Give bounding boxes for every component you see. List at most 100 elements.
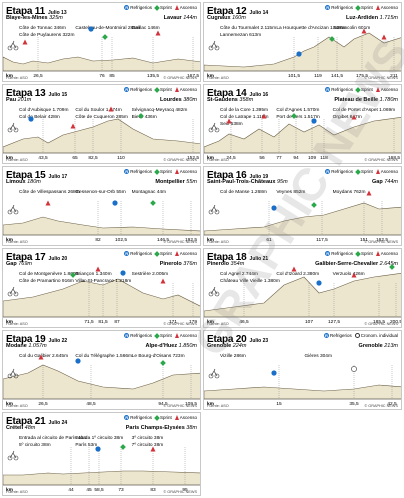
stage-panel: Etapa 18 Julio 21 R Refrigerios Sprint Ascens… <box>203 248 402 328</box>
km-label: 76 <box>99 73 105 79</box>
start-altitude: 769m <box>18 261 32 267</box>
legend-item: Cronom. individual <box>354 333 398 338</box>
legend-label: Refrigerios <box>331 251 353 256</box>
stage-header: Etapa 21 Julio 24 <box>6 414 67 429</box>
km-label: 152,5 <box>187 155 199 161</box>
source-note: Fuente: ASO <box>6 404 28 408</box>
climb-marker-icon <box>155 30 161 36</box>
legend-label: Refrigerios <box>130 169 152 174</box>
stage-title: Etapa 11 <box>6 6 45 17</box>
credit-note: © GRAPHIC NEWS <box>364 240 398 244</box>
profile-area <box>204 116 401 154</box>
climb-icon <box>174 333 179 338</box>
refreshment-marker-icon <box>316 280 322 286</box>
finish-town: Galibier-Serre-Chevalier 2.645m <box>315 261 398 267</box>
stage-title: Etapa 17 <box>6 252 46 263</box>
legend-label: Ascenso <box>179 333 197 338</box>
time-trial-icon <box>354 333 360 338</box>
profile-area <box>204 384 401 400</box>
km-axis-label: km <box>6 401 13 407</box>
climb-marker-icon <box>226 118 232 124</box>
stage-date: Julio 23 <box>249 338 269 344</box>
km-label: 102,5 <box>115 237 127 243</box>
point-label: Orgibet 647m <box>333 114 362 120</box>
finish-name: Galibier-Serre-Chevalier <box>315 261 379 267</box>
km-label: 192,5 <box>185 237 197 243</box>
finish-name: Grenoble <box>358 343 383 349</box>
point-label: Château Ville Vieille 1.380m <box>220 278 280 284</box>
legend-item: Sprint <box>154 414 172 421</box>
stage-title: Etapa 16 <box>207 170 247 181</box>
elevation-profile: km 46,5 107 127,5 185,5 200,5 Col Agnel 2.744m… <box>204 264 401 325</box>
legend: R Refrigerios Sprint Ascenso <box>325 168 398 175</box>
elevation-profile: km 15 35,5 42,5 Vizille 286m Gières 304m <box>204 353 401 407</box>
start-name: Cugnaux <box>207 15 231 21</box>
km-label: 211 <box>390 73 398 79</box>
km-label: 168,5 <box>388 155 400 161</box>
climb-icon <box>174 251 179 256</box>
start-altitude: 48m <box>24 425 36 431</box>
point-label: Villar-St-Pancrace 1.218m <box>75 278 131 284</box>
climb-marker-icon <box>381 34 387 40</box>
legend-label: Sprint <box>159 415 172 420</box>
point-label: Côte de Pramartino 916m <box>19 278 74 284</box>
finish-altitude: 744m <box>384 179 398 185</box>
legend-label: Sprint <box>360 169 373 174</box>
cyclist-icon <box>208 122 220 133</box>
legend-item: Sprint <box>355 4 373 11</box>
finish-town: Paris Champs-Elysées 38m <box>126 425 197 431</box>
sprint-marker-icon <box>120 444 126 450</box>
profile-area <box>3 278 200 318</box>
profile-area <box>204 32 401 72</box>
legend-item: Ascenso <box>174 251 197 256</box>
stage-title: Etapa 20 <box>207 334 247 345</box>
stage-date: Julio 22 <box>48 338 68 344</box>
cyclist-icon <box>7 204 19 215</box>
refreshment-icon: R <box>124 169 130 174</box>
stage-panel: Etapa 13 Julio 15 R Refrigerios Sprint Ascens… <box>2 84 201 164</box>
legend: R Refrigerios Sprint Ascenso <box>124 168 197 175</box>
finish-name: Alpe-d'Huez <box>145 343 178 349</box>
start-name: Limoux <box>6 179 26 185</box>
km-label: 56 <box>259 155 265 161</box>
legend: R Refrigerios Sprint Ascenso <box>124 332 197 339</box>
legend-item: Sprint <box>154 250 172 257</box>
stage-title: Etapa 18 <box>207 252 247 263</box>
climb-marker-icon <box>70 123 76 129</box>
point-label: Le Bourg-d'Oisans 723m <box>132 353 185 359</box>
refreshment-marker-icon <box>28 116 34 122</box>
start-altitude: 95m <box>277 179 288 185</box>
km-label: 118 <box>320 155 328 161</box>
stage-header: Etapa 15 Julio 17 <box>6 168 67 183</box>
start-altitude: 180m <box>27 179 41 185</box>
finish-town: Pinerolo 376m <box>160 261 197 267</box>
km-label: 35,5 <box>349 401 359 407</box>
km-label: 85 <box>109 73 115 79</box>
source-note: Fuente: ASO <box>6 240 28 244</box>
start-town: Limoux 180m <box>6 179 41 185</box>
finish-town: Gap 744m <box>372 179 398 185</box>
refreshment-marker-icon <box>271 205 277 211</box>
stage-date: Julio 15 <box>48 92 68 98</box>
refreshment-marker-icon <box>88 26 94 32</box>
legend-item: Sprint <box>355 168 373 175</box>
refreshment-icon: R <box>124 333 130 338</box>
finish-name: Lavaur <box>163 15 182 21</box>
legend-label: Sprint <box>159 169 172 174</box>
elevation-profile: km 44 45 58,5 73 83 95 Entrada al circuito de P… <box>3 435 200 493</box>
km-label: 101,5 <box>288 73 300 79</box>
refreshment-icon: R <box>325 5 331 10</box>
sprint-marker-icon <box>150 200 156 206</box>
stage-date: Julio 13 <box>47 10 67 16</box>
point-label: Sarrancolin 601m <box>333 25 371 31</box>
point-label: Castelnau-de-Montmiral 285m <box>75 25 140 31</box>
finish-altitude: 2.645m <box>379 261 398 267</box>
start-town: Saint-Paul-Trois-Châteaux 95m <box>207 179 288 185</box>
cyclist-icon <box>208 286 220 297</box>
finish-town: Plateau de Beille 1.780m <box>334 97 398 103</box>
climb-marker-icon <box>38 354 44 360</box>
credit-note: © GRAPHIC NEWS <box>163 158 197 162</box>
finish-altitude: 1.850m <box>178 343 197 349</box>
legend-item: R Refrigerios <box>325 251 353 256</box>
